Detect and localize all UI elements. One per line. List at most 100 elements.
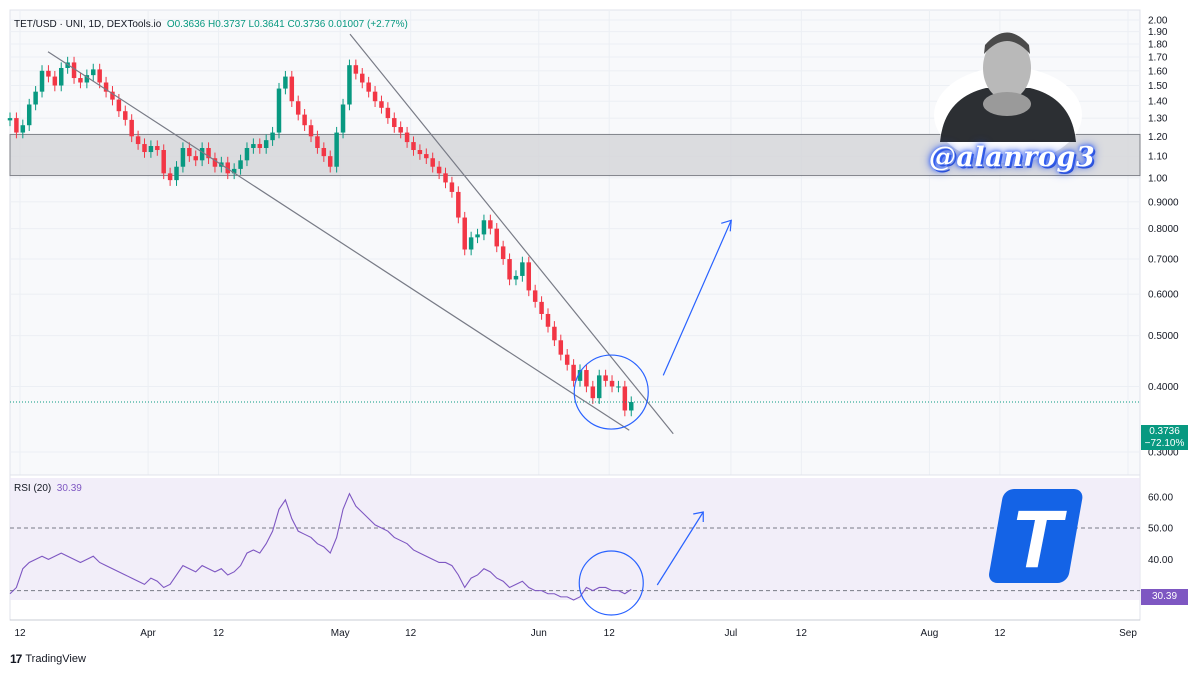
price-tick-label: 0.4000 — [1148, 382, 1179, 393]
candle — [321, 142, 327, 162]
candle-body — [263, 140, 269, 149]
rsi-line — [9, 492, 632, 601]
price-tick-label: 2.00 — [1148, 16, 1168, 27]
candle — [532, 284, 538, 308]
candle — [449, 176, 455, 198]
rsi-arrow-head — [693, 511, 704, 522]
candle — [257, 138, 263, 154]
time-tick-label: May — [331, 628, 350, 639]
candle-body — [456, 191, 461, 218]
candle-body — [283, 76, 288, 89]
candle — [552, 321, 557, 347]
candle — [360, 68, 365, 89]
candle — [481, 214, 487, 241]
candle-body — [302, 114, 307, 126]
author-portrait — [934, 32, 1082, 163]
candle — [84, 69, 90, 89]
candle — [385, 102, 391, 124]
candle — [212, 152, 218, 173]
time-axis[interactable]: 12 Apr 12 May 12 Jun 12 Jul 12 Aug 12 Sep — [10, 619, 1140, 639]
candle-body — [590, 386, 596, 399]
candle — [263, 134, 269, 154]
rsi-panel — [9, 474, 1141, 621]
rsi-axis[interactable]: 60.00 50.00 40.00 — [1148, 492, 1173, 566]
candle — [347, 59, 352, 111]
candle-body — [360, 73, 365, 83]
candle — [20, 119, 26, 139]
candle — [462, 211, 467, 256]
candle-body — [539, 301, 544, 314]
candle — [180, 142, 186, 173]
candle — [545, 308, 551, 333]
candle — [340, 98, 346, 139]
candle-body — [161, 150, 166, 174]
candle — [71, 56, 77, 84]
candle — [302, 108, 307, 131]
rsi-arrow-shaft — [656, 511, 704, 586]
candle-body — [289, 76, 295, 102]
candle-body — [500, 246, 506, 260]
candle-body — [129, 119, 134, 137]
tradingview-brand[interactable]: 17 TradingView — [10, 652, 86, 666]
candle — [103, 76, 109, 98]
tether-logo: T — [989, 489, 1083, 585]
tradingview-label: TradingView — [25, 653, 86, 665]
price-tick-label: 0.6000 — [1148, 290, 1179, 301]
candle-body — [334, 132, 339, 167]
price-tick-label: 1.40 — [1148, 97, 1168, 108]
candle-body — [520, 262, 525, 276]
candle — [558, 334, 564, 361]
candle-body — [532, 290, 538, 302]
candle — [225, 156, 230, 180]
candle — [295, 95, 301, 121]
candle — [289, 70, 295, 107]
rsi-series-line — [9, 492, 632, 601]
candle — [327, 150, 333, 173]
candle-body — [308, 125, 314, 137]
candle — [251, 138, 256, 154]
candle — [411, 136, 416, 156]
rsi-value-label: 30.39 — [56, 483, 82, 494]
price-tick-label: 0.5000 — [1148, 331, 1179, 342]
breakout-arrow-head — [721, 219, 732, 232]
time-tick-label: Jun — [531, 628, 547, 639]
candle-body — [135, 136, 141, 145]
candle-body — [7, 118, 13, 121]
time-tick-label: 12 — [14, 628, 26, 639]
candle-body — [424, 154, 429, 159]
candle-body — [251, 144, 256, 149]
candle-body — [26, 104, 32, 126]
candle — [488, 214, 493, 235]
time-tick-label: Jul — [725, 628, 738, 639]
last-price-tag: 0.3736 −72.10% — [1141, 425, 1188, 450]
candle-body — [513, 275, 519, 280]
candle — [7, 112, 13, 127]
candle-body — [526, 262, 532, 291]
candle — [468, 231, 474, 256]
candle-body — [116, 99, 122, 112]
rsi-circle — [578, 550, 644, 616]
candle — [436, 161, 442, 180]
candle — [507, 253, 512, 286]
candle — [135, 130, 141, 150]
candle-body — [167, 173, 173, 181]
time-tick-label: 12 — [994, 628, 1006, 639]
candle — [603, 369, 608, 387]
breakout-arrow-shaft — [662, 220, 732, 376]
time-tick-label: Apr — [140, 628, 156, 639]
candle-body — [443, 173, 448, 183]
price-tick-label: 1.90 — [1148, 27, 1168, 38]
candle — [494, 223, 499, 253]
candle — [148, 140, 154, 158]
price-tick-label: 1.00 — [1148, 173, 1168, 184]
candle-body — [295, 101, 301, 115]
price-axis[interactable]: 2.001.901.80 1.70 1.60 1.50 1.40 1.30 1.20 1.10… — [1148, 16, 1179, 459]
candle-body — [187, 148, 192, 157]
candle-body — [91, 69, 96, 76]
candle — [78, 72, 83, 89]
candle-body — [629, 402, 634, 411]
candle — [315, 130, 320, 154]
tradingview-icon: 17 — [10, 652, 22, 666]
candle — [129, 114, 134, 143]
